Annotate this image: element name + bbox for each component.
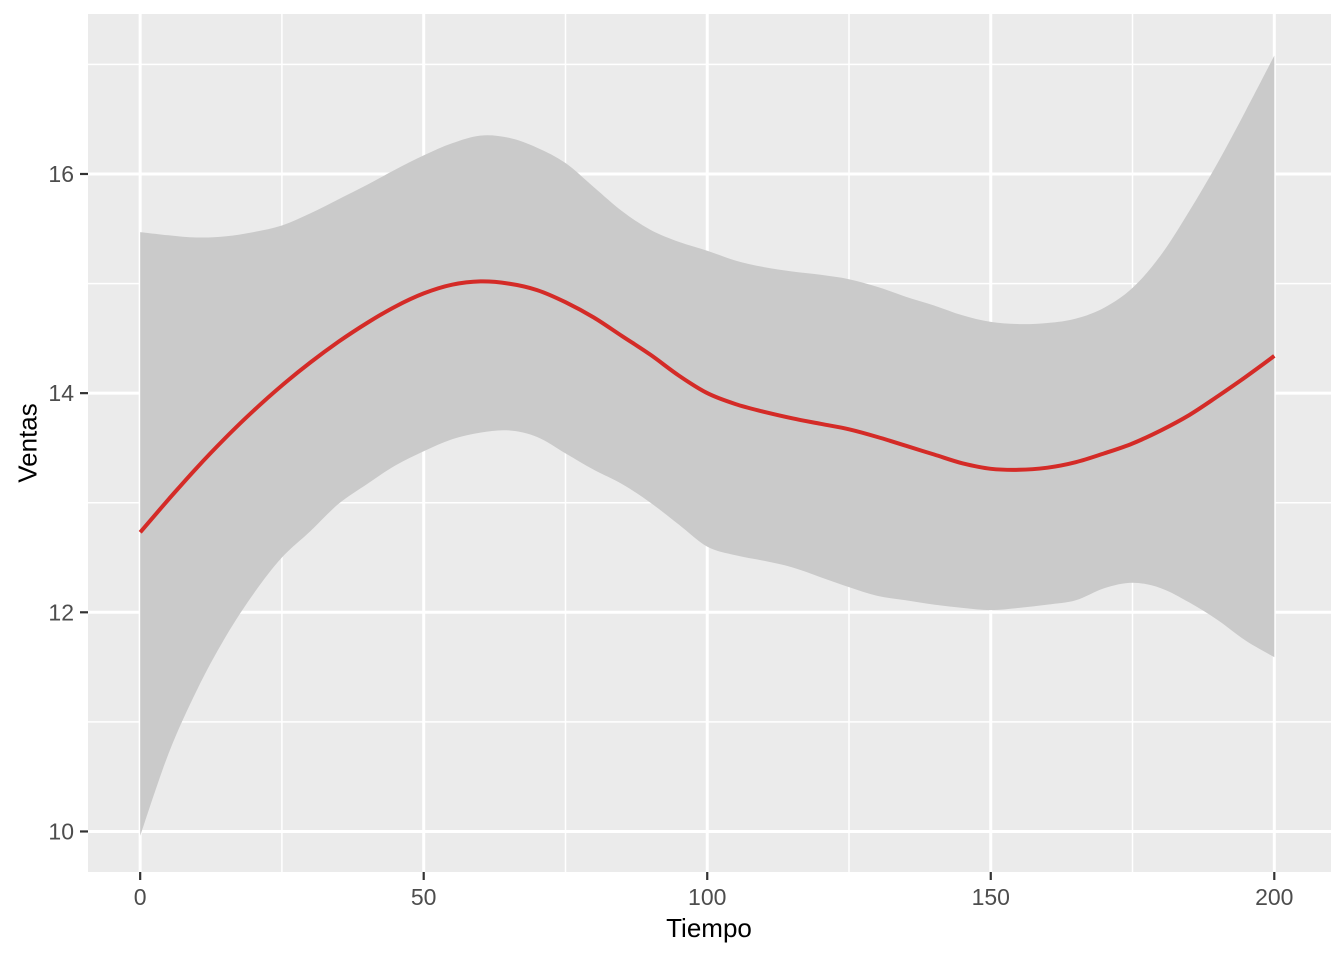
y-tick-label: 10 <box>48 818 74 844</box>
y-tick-label: 16 <box>48 161 74 187</box>
x-tick-label: 150 <box>972 884 1010 910</box>
x-tick-label: 50 <box>411 884 437 910</box>
x-tick-label: 0 <box>134 884 147 910</box>
confidence-band <box>140 55 1275 836</box>
smooth-line <box>138 279 1276 534</box>
y-axis-title: Ventas <box>12 403 43 483</box>
y-tick-label: 14 <box>48 380 74 406</box>
y-tick-label: 12 <box>48 599 74 625</box>
x-axis-title: Tiempo <box>666 913 752 943</box>
x-tick-label: 200 <box>1255 884 1293 910</box>
x-tick-label: 100 <box>688 884 726 910</box>
